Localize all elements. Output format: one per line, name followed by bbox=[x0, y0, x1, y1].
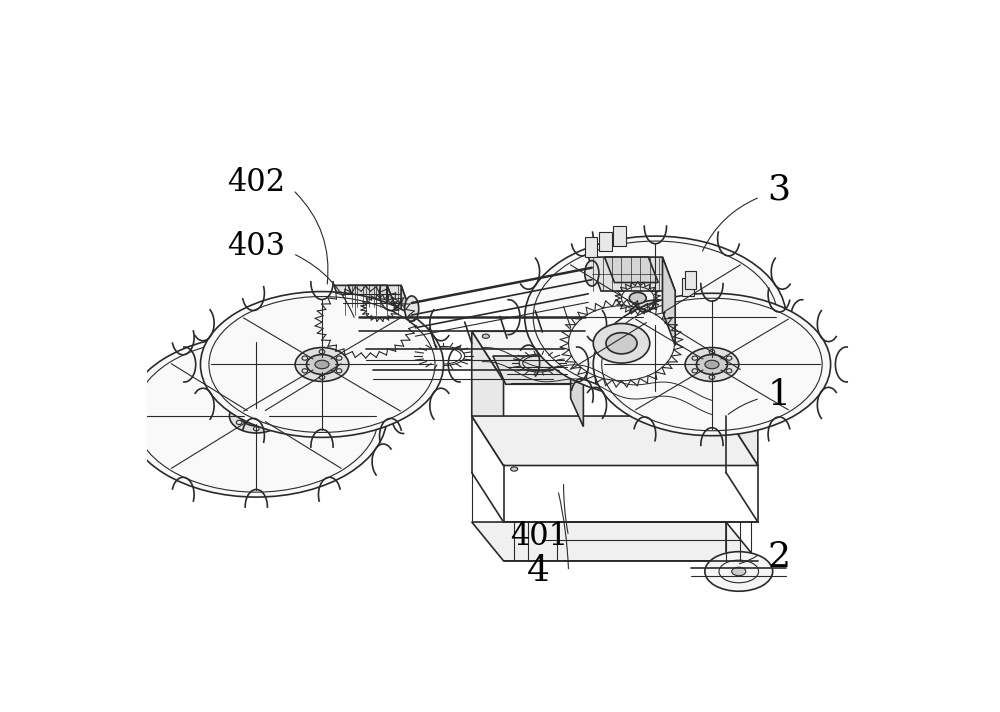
Ellipse shape bbox=[740, 382, 747, 387]
Text: 2: 2 bbox=[768, 540, 791, 575]
Ellipse shape bbox=[593, 293, 831, 436]
Polygon shape bbox=[662, 257, 675, 345]
Ellipse shape bbox=[343, 307, 388, 337]
Polygon shape bbox=[348, 286, 395, 307]
Text: 3: 3 bbox=[767, 173, 791, 207]
Ellipse shape bbox=[482, 334, 489, 338]
Bar bbox=[613, 226, 626, 246]
Ellipse shape bbox=[585, 261, 599, 286]
Polygon shape bbox=[472, 522, 758, 561]
Polygon shape bbox=[334, 286, 412, 315]
Ellipse shape bbox=[629, 293, 646, 304]
Ellipse shape bbox=[525, 236, 786, 398]
Ellipse shape bbox=[200, 292, 443, 437]
Polygon shape bbox=[605, 257, 658, 283]
Bar bbox=[685, 271, 696, 289]
Polygon shape bbox=[472, 331, 758, 381]
Polygon shape bbox=[387, 286, 395, 336]
Ellipse shape bbox=[705, 360, 719, 369]
Ellipse shape bbox=[405, 296, 419, 321]
Polygon shape bbox=[401, 286, 412, 363]
Ellipse shape bbox=[648, 313, 662, 321]
Ellipse shape bbox=[578, 311, 592, 337]
Ellipse shape bbox=[511, 467, 518, 471]
Ellipse shape bbox=[295, 347, 349, 382]
Ellipse shape bbox=[705, 552, 773, 591]
Ellipse shape bbox=[593, 323, 650, 363]
Ellipse shape bbox=[373, 303, 387, 313]
Text: 1: 1 bbox=[768, 378, 791, 412]
Ellipse shape bbox=[696, 355, 727, 375]
Ellipse shape bbox=[350, 310, 367, 338]
Ellipse shape bbox=[708, 334, 715, 338]
Polygon shape bbox=[493, 356, 583, 384]
Ellipse shape bbox=[306, 355, 338, 375]
Polygon shape bbox=[472, 331, 504, 466]
Ellipse shape bbox=[126, 335, 387, 497]
Ellipse shape bbox=[229, 399, 283, 433]
Ellipse shape bbox=[241, 406, 272, 426]
Text: 402: 402 bbox=[227, 167, 285, 199]
Text: 4: 4 bbox=[527, 555, 550, 588]
Ellipse shape bbox=[353, 313, 378, 331]
Text: 403: 403 bbox=[227, 231, 285, 262]
Ellipse shape bbox=[249, 412, 263, 420]
Ellipse shape bbox=[360, 318, 371, 326]
Ellipse shape bbox=[629, 300, 682, 334]
Bar bbox=[682, 278, 694, 296]
Ellipse shape bbox=[640, 308, 671, 327]
Polygon shape bbox=[472, 416, 758, 466]
Text: 401: 401 bbox=[510, 520, 568, 552]
Bar bbox=[599, 231, 612, 251]
Bar bbox=[585, 237, 597, 257]
Ellipse shape bbox=[685, 347, 739, 382]
Ellipse shape bbox=[732, 567, 746, 576]
Polygon shape bbox=[588, 257, 675, 291]
Polygon shape bbox=[726, 331, 758, 466]
Polygon shape bbox=[571, 356, 583, 426]
Ellipse shape bbox=[606, 333, 637, 354]
Ellipse shape bbox=[315, 360, 329, 369]
